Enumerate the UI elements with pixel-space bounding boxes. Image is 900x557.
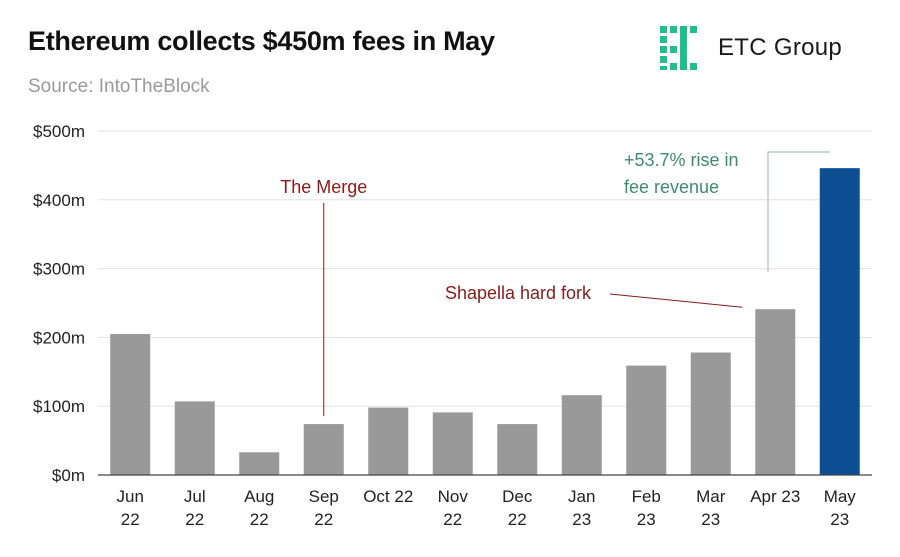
x-tick-label: Oct 22 <box>363 487 413 506</box>
bar <box>303 424 344 475</box>
x-tick-label: May <box>824 487 857 506</box>
bar <box>561 395 602 475</box>
x-tick-label: Dec <box>502 487 533 506</box>
bar <box>819 168 860 476</box>
x-tick-label: Apr 23 <box>750 487 800 506</box>
x-tick-label: 23 <box>830 510 849 529</box>
chart-title: Ethereum collects $450m fees in May <box>28 26 495 56</box>
x-tick-label: 22 <box>314 510 333 529</box>
bar <box>174 401 215 475</box>
x-tick-label: Nov <box>438 487 469 506</box>
y-tick-label: $100m <box>33 397 85 416</box>
source-label: Source: IntoTheBlock <box>28 76 210 97</box>
annotation-the-merge: The Merge <box>280 177 367 197</box>
annotation-shapella: Shapella hard fork <box>445 283 592 303</box>
annotation-leader-line <box>609 293 743 308</box>
x-tick-label: 23 <box>637 510 656 529</box>
logo-text: ETC Group <box>718 34 843 61</box>
x-tick-label: Feb <box>632 487 661 506</box>
x-tick-label: Jul <box>184 487 206 506</box>
y-tick-label: $200m <box>33 328 85 347</box>
bar <box>690 352 731 475</box>
etc-group-logo: ETC Group <box>660 22 870 72</box>
y-tick-label: $500m <box>33 122 85 141</box>
x-tick-label: Sep <box>309 487 339 506</box>
x-tick-label: 23 <box>701 510 720 529</box>
annotation-leader-line <box>767 151 830 272</box>
bar <box>368 407 409 475</box>
x-tick-label: Jun <box>117 487 144 506</box>
x-tick-label: Mar <box>696 487 726 506</box>
bar <box>110 333 151 475</box>
y-tick-label: $0m <box>52 466 85 485</box>
x-tick-label: 22 <box>443 510 462 529</box>
x-tick-label: Aug <box>244 487 274 506</box>
bar <box>239 452 280 475</box>
bar <box>755 309 796 475</box>
bar <box>626 365 667 475</box>
x-tick-label: 22 <box>121 510 140 529</box>
x-tick-label: 22 <box>185 510 204 529</box>
y-tick-label: $400m <box>33 191 85 210</box>
x-tick-label: 22 <box>508 510 527 529</box>
x-tick-label: 22 <box>250 510 269 529</box>
y-tick-label: $300m <box>33 260 85 279</box>
x-tick-label: Jan <box>568 487 595 506</box>
annotation-fee-rise: +53.7% rise in <box>624 150 739 170</box>
etc-logo-icon <box>660 26 697 70</box>
x-tick-label: 23 <box>572 510 591 529</box>
annotation-fee-rise: fee revenue <box>624 177 719 197</box>
bar <box>432 412 473 475</box>
bar <box>497 424 538 475</box>
